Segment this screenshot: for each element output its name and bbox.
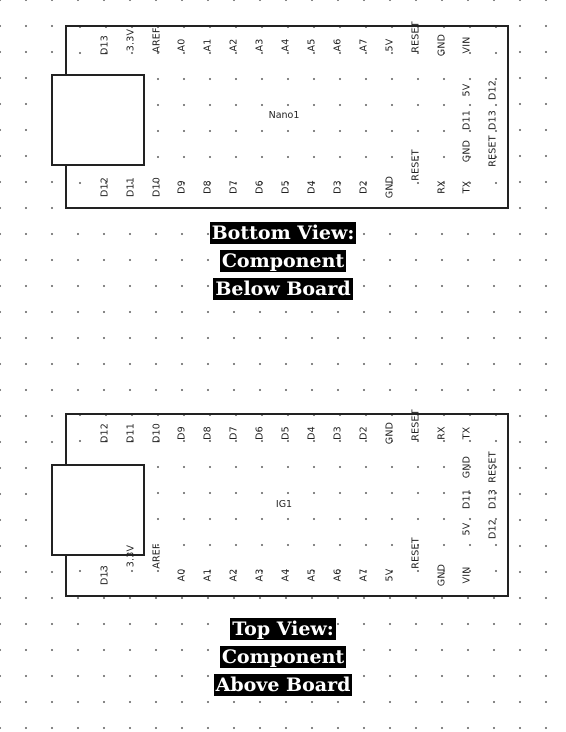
pin-label-text: AREF bbox=[151, 26, 163, 53]
pin-label-text: D7 bbox=[228, 426, 240, 440]
pin-label-text: GND bbox=[384, 175, 396, 199]
pin-label-text: D9 bbox=[176, 180, 188, 194]
caption-line: Component bbox=[219, 250, 347, 272]
pin-label-text: D12 bbox=[99, 176, 111, 198]
pin-label-text: VIN bbox=[461, 36, 473, 54]
pin-label-text: RX bbox=[436, 180, 448, 194]
pin-label-text: D13 bbox=[99, 564, 111, 586]
pin-label-text: D6 bbox=[254, 426, 266, 440]
pin-label-text: 3.3V bbox=[125, 544, 137, 567]
pin-label-text: 5V bbox=[461, 522, 473, 536]
pin-label-text: A4 bbox=[280, 38, 292, 52]
pin-label-text: D5 bbox=[280, 180, 292, 194]
caption-top-view: Top View: Component Above Board bbox=[0, 615, 566, 699]
pin-label-text: D5 bbox=[280, 426, 292, 440]
pin-label-text: A7 bbox=[358, 38, 370, 52]
pin-label-text: A5 bbox=[306, 568, 318, 582]
pin-label-text: D4 bbox=[306, 180, 318, 194]
pin-label-text: D7 bbox=[228, 180, 240, 194]
pin-label-text: D11 bbox=[125, 422, 137, 444]
pin-label-text: D9 bbox=[176, 426, 188, 440]
caption-line: Above Board bbox=[213, 674, 353, 696]
pin-label-text: D12 bbox=[99, 422, 111, 444]
caption-line: Below Board bbox=[213, 278, 353, 300]
pin-label-text: RESET bbox=[410, 408, 422, 441]
caption-line: Top View: bbox=[230, 618, 336, 640]
pin-label-text: D12 bbox=[487, 518, 499, 540]
pin-label-text: A5 bbox=[306, 38, 318, 52]
pin-label-text: D2 bbox=[358, 426, 370, 440]
caption-line: Component bbox=[219, 646, 347, 668]
pin-label-text: D10 bbox=[151, 422, 163, 444]
pin-label-text: D13 bbox=[487, 109, 499, 131]
component-name: IG1 bbox=[275, 499, 293, 510]
pin-label-text: RESET bbox=[410, 536, 422, 569]
pin-label-text: A3 bbox=[254, 568, 266, 582]
pin-label-text: D13 bbox=[487, 488, 499, 510]
pin-label-text: A0 bbox=[176, 38, 188, 52]
pin-label-text: 5V bbox=[461, 83, 473, 97]
nano-board-top-view[interactable] bbox=[65, 413, 509, 597]
pin-label-text: TX bbox=[461, 426, 473, 440]
pin-label-text: RESET bbox=[487, 451, 499, 483]
caption-line: Bottom View: bbox=[209, 222, 357, 244]
pin-label-text: D3 bbox=[332, 426, 344, 440]
pin-label-text: D6 bbox=[254, 180, 266, 194]
pin-label-text: 3.3V bbox=[125, 28, 137, 51]
usb-connector bbox=[51, 74, 145, 166]
pin-label-text: 5V bbox=[384, 38, 396, 52]
pin-label-text: D2 bbox=[358, 180, 370, 194]
pin-label-text: GND bbox=[436, 33, 448, 57]
pin-label-text: TX bbox=[461, 180, 473, 194]
pin-label-text: D8 bbox=[202, 426, 214, 440]
usb-connector bbox=[51, 464, 145, 556]
pin-label-text: D4 bbox=[306, 426, 318, 440]
pin-label-text: A7 bbox=[358, 568, 370, 582]
pin-label-text: GND bbox=[384, 421, 396, 445]
pin-label-text: VIN bbox=[461, 566, 473, 584]
pin-label-text: A4 bbox=[280, 568, 292, 582]
pin-label-text: A2 bbox=[228, 38, 240, 52]
pin-label-text: D11 bbox=[461, 109, 473, 131]
pin-label-text: D12 bbox=[487, 79, 499, 101]
pin-label-text: AREF bbox=[151, 542, 163, 569]
pin-label-text: A3 bbox=[254, 38, 266, 52]
pin-label-text: 5V bbox=[384, 568, 396, 582]
component-name: Nano1 bbox=[268, 110, 300, 121]
pin-label-text: A1 bbox=[202, 568, 214, 582]
pin-label-text: A2 bbox=[228, 568, 240, 582]
pin-label-text: D10 bbox=[151, 176, 163, 198]
pin-label-text: RESET bbox=[410, 148, 422, 181]
nano-board-bottom-view[interactable] bbox=[65, 25, 509, 209]
caption-bottom-view: Bottom View: Component Below Board bbox=[0, 219, 566, 303]
pin-label-text: D3 bbox=[332, 180, 344, 194]
pin-label-text: A6 bbox=[332, 568, 344, 582]
pin-label-text: GND bbox=[461, 139, 473, 163]
pin-label-text: D11 bbox=[461, 488, 473, 510]
pin-label-text: RESET bbox=[410, 20, 422, 53]
pin-label-text: GND bbox=[436, 563, 448, 587]
pin-label-text: RX bbox=[436, 426, 448, 440]
pin-label-text: A1 bbox=[202, 38, 214, 52]
pin-label-text: D8 bbox=[202, 180, 214, 194]
pin-label-text: GND bbox=[461, 455, 473, 479]
pin-label-text: A0 bbox=[176, 568, 188, 582]
pin-label-text: D11 bbox=[125, 176, 137, 198]
pin-label-text: A6 bbox=[332, 38, 344, 52]
pin-label-text: RESET bbox=[487, 135, 499, 167]
pin-label-text: D13 bbox=[99, 34, 111, 56]
